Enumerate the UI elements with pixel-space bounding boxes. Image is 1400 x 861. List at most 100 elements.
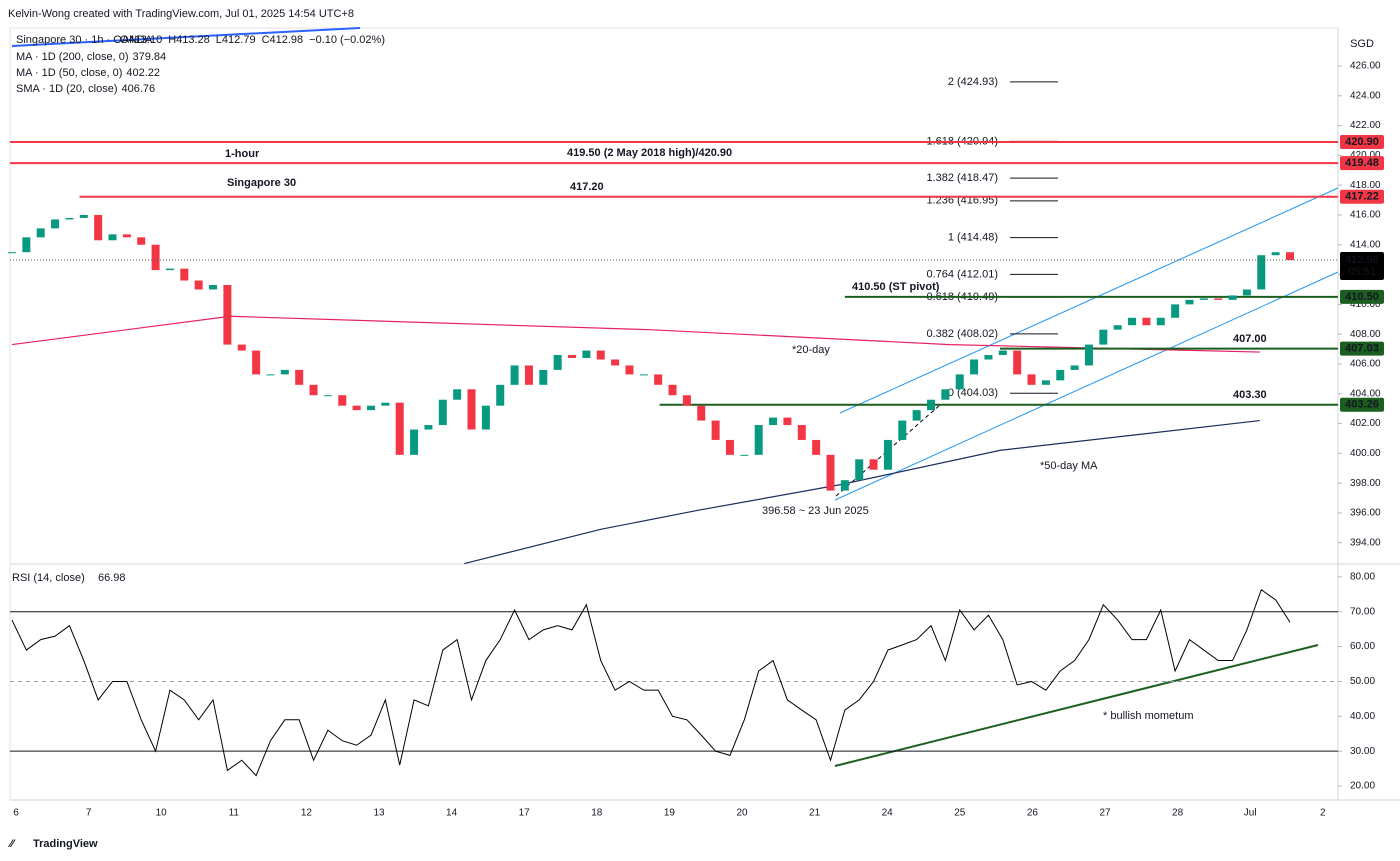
candle [783, 417, 792, 426]
candle [395, 402, 404, 455]
candle [1041, 380, 1050, 385]
candle [8, 252, 16, 254]
x-tick-label: 27 [1099, 808, 1111, 819]
candle [108, 234, 117, 241]
fib-label: 0.382 (408.02) [926, 328, 998, 340]
annotation: 396.58 ~ 23 Jun 2025 [762, 505, 869, 517]
candle [94, 214, 103, 241]
annotation: Singapore 30 [227, 177, 296, 189]
candle [869, 459, 878, 470]
price-badge [1340, 189, 1384, 204]
candle [1257, 255, 1266, 290]
x-tick-label: Jul [1244, 808, 1257, 819]
candle [840, 480, 849, 491]
candle [654, 374, 663, 385]
annotation: 417.20 [570, 181, 604, 193]
y-tick-label: 420.00 [1350, 150, 1381, 161]
legend-ohlc: H413.28 [168, 34, 210, 46]
rsi-y-tick-label: 60.00 [1350, 641, 1375, 652]
price-badge-label: 407.03 [1345, 343, 1379, 355]
candle [568, 355, 577, 358]
x-tick-label: 28 [1172, 808, 1184, 819]
x-tick-label: 18 [591, 808, 603, 819]
legend-ohlc: L412.79 [216, 34, 256, 46]
candle [1242, 289, 1251, 296]
rsi-y-tick-label: 40.00 [1350, 711, 1375, 722]
last-price-label: 412.98 [1345, 254, 1379, 266]
candle [1142, 317, 1151, 326]
y-tick-label: 424.00 [1350, 90, 1381, 101]
x-tick-label: 7 [86, 808, 92, 819]
candle [639, 374, 648, 376]
candle [22, 237, 31, 253]
candle [137, 237, 146, 245]
candle [510, 365, 519, 385]
price-badge [1340, 289, 1384, 304]
candle [611, 359, 620, 366]
candle [1084, 344, 1093, 366]
candle [984, 355, 993, 360]
candle [79, 214, 88, 218]
legend-ohlc: O413.10 [120, 34, 162, 46]
candle [625, 365, 634, 375]
candle [323, 395, 332, 397]
currency: SGD [1350, 38, 1374, 50]
annotation: *50-day MA [1040, 460, 1098, 472]
y-tick-label: 418.00 [1350, 180, 1381, 191]
x-tick-label: 17 [519, 808, 531, 819]
candle [1185, 299, 1194, 305]
price-badge-label: 410.50 [1345, 291, 1379, 303]
price-badge [1340, 397, 1384, 412]
annotation: 419.50 (2 May 2018 high)/420.90 [567, 147, 732, 159]
candle [65, 217, 74, 220]
rsi-line [11, 588, 1291, 777]
candle [467, 389, 476, 430]
legend-ohlc: C412.98 [262, 34, 304, 46]
footer-logo: TradingView [33, 838, 98, 850]
x-tick-label: 14 [446, 808, 458, 819]
legend-indicator: SMA · 1D (20, close) [16, 83, 117, 95]
candle [122, 234, 131, 238]
fib-label: 1.382 (418.47) [926, 172, 998, 184]
rsi-value: 66.98 [98, 572, 126, 584]
candle [366, 405, 375, 411]
candle [410, 429, 419, 455]
candle [438, 399, 447, 426]
rsi-y-tick-label: 20.00 [1350, 781, 1375, 792]
y-tick-label: 426.00 [1350, 61, 1381, 72]
candle [309, 384, 318, 396]
y-tick-label: 398.00 [1350, 478, 1381, 489]
candle [1171, 304, 1180, 318]
price-badge [1340, 156, 1384, 171]
rsi-trendline [834, 644, 1319, 767]
candle [682, 395, 691, 406]
y-tick-label: 408.00 [1350, 329, 1381, 340]
legend-ohlc: −0.10 (−0.02%) [309, 34, 385, 46]
x-tick-label: 19 [664, 808, 676, 819]
candle [1099, 329, 1108, 345]
x-tick-label: 10 [156, 808, 168, 819]
rsi-y-tick-label: 80.00 [1350, 571, 1375, 582]
candle [1286, 252, 1294, 260]
annotation: 1-hour [225, 148, 260, 160]
candle [180, 268, 189, 281]
candle [237, 344, 246, 351]
legend-indicator-value: 402.22 [126, 67, 160, 79]
annotation: *20-day [792, 344, 830, 356]
annotation: 410.50 (ST pivot) [852, 281, 940, 293]
candle [194, 280, 203, 290]
rsi-y-tick-label: 30.00 [1350, 746, 1375, 757]
x-tick-label: 11 [229, 808, 240, 819]
candle [725, 439, 734, 455]
candle [596, 350, 605, 360]
candle [1156, 317, 1165, 326]
legend-indicator: MA · 1D (50, close, 0) [16, 67, 122, 79]
moving-average [464, 419, 1260, 565]
x-tick-label: 20 [736, 808, 748, 819]
candle [338, 395, 347, 406]
y-tick-label: 394.00 [1350, 537, 1381, 548]
y-tick-label: 406.00 [1350, 359, 1381, 370]
candle [453, 389, 462, 400]
candle [36, 228, 45, 238]
candle [252, 350, 261, 375]
